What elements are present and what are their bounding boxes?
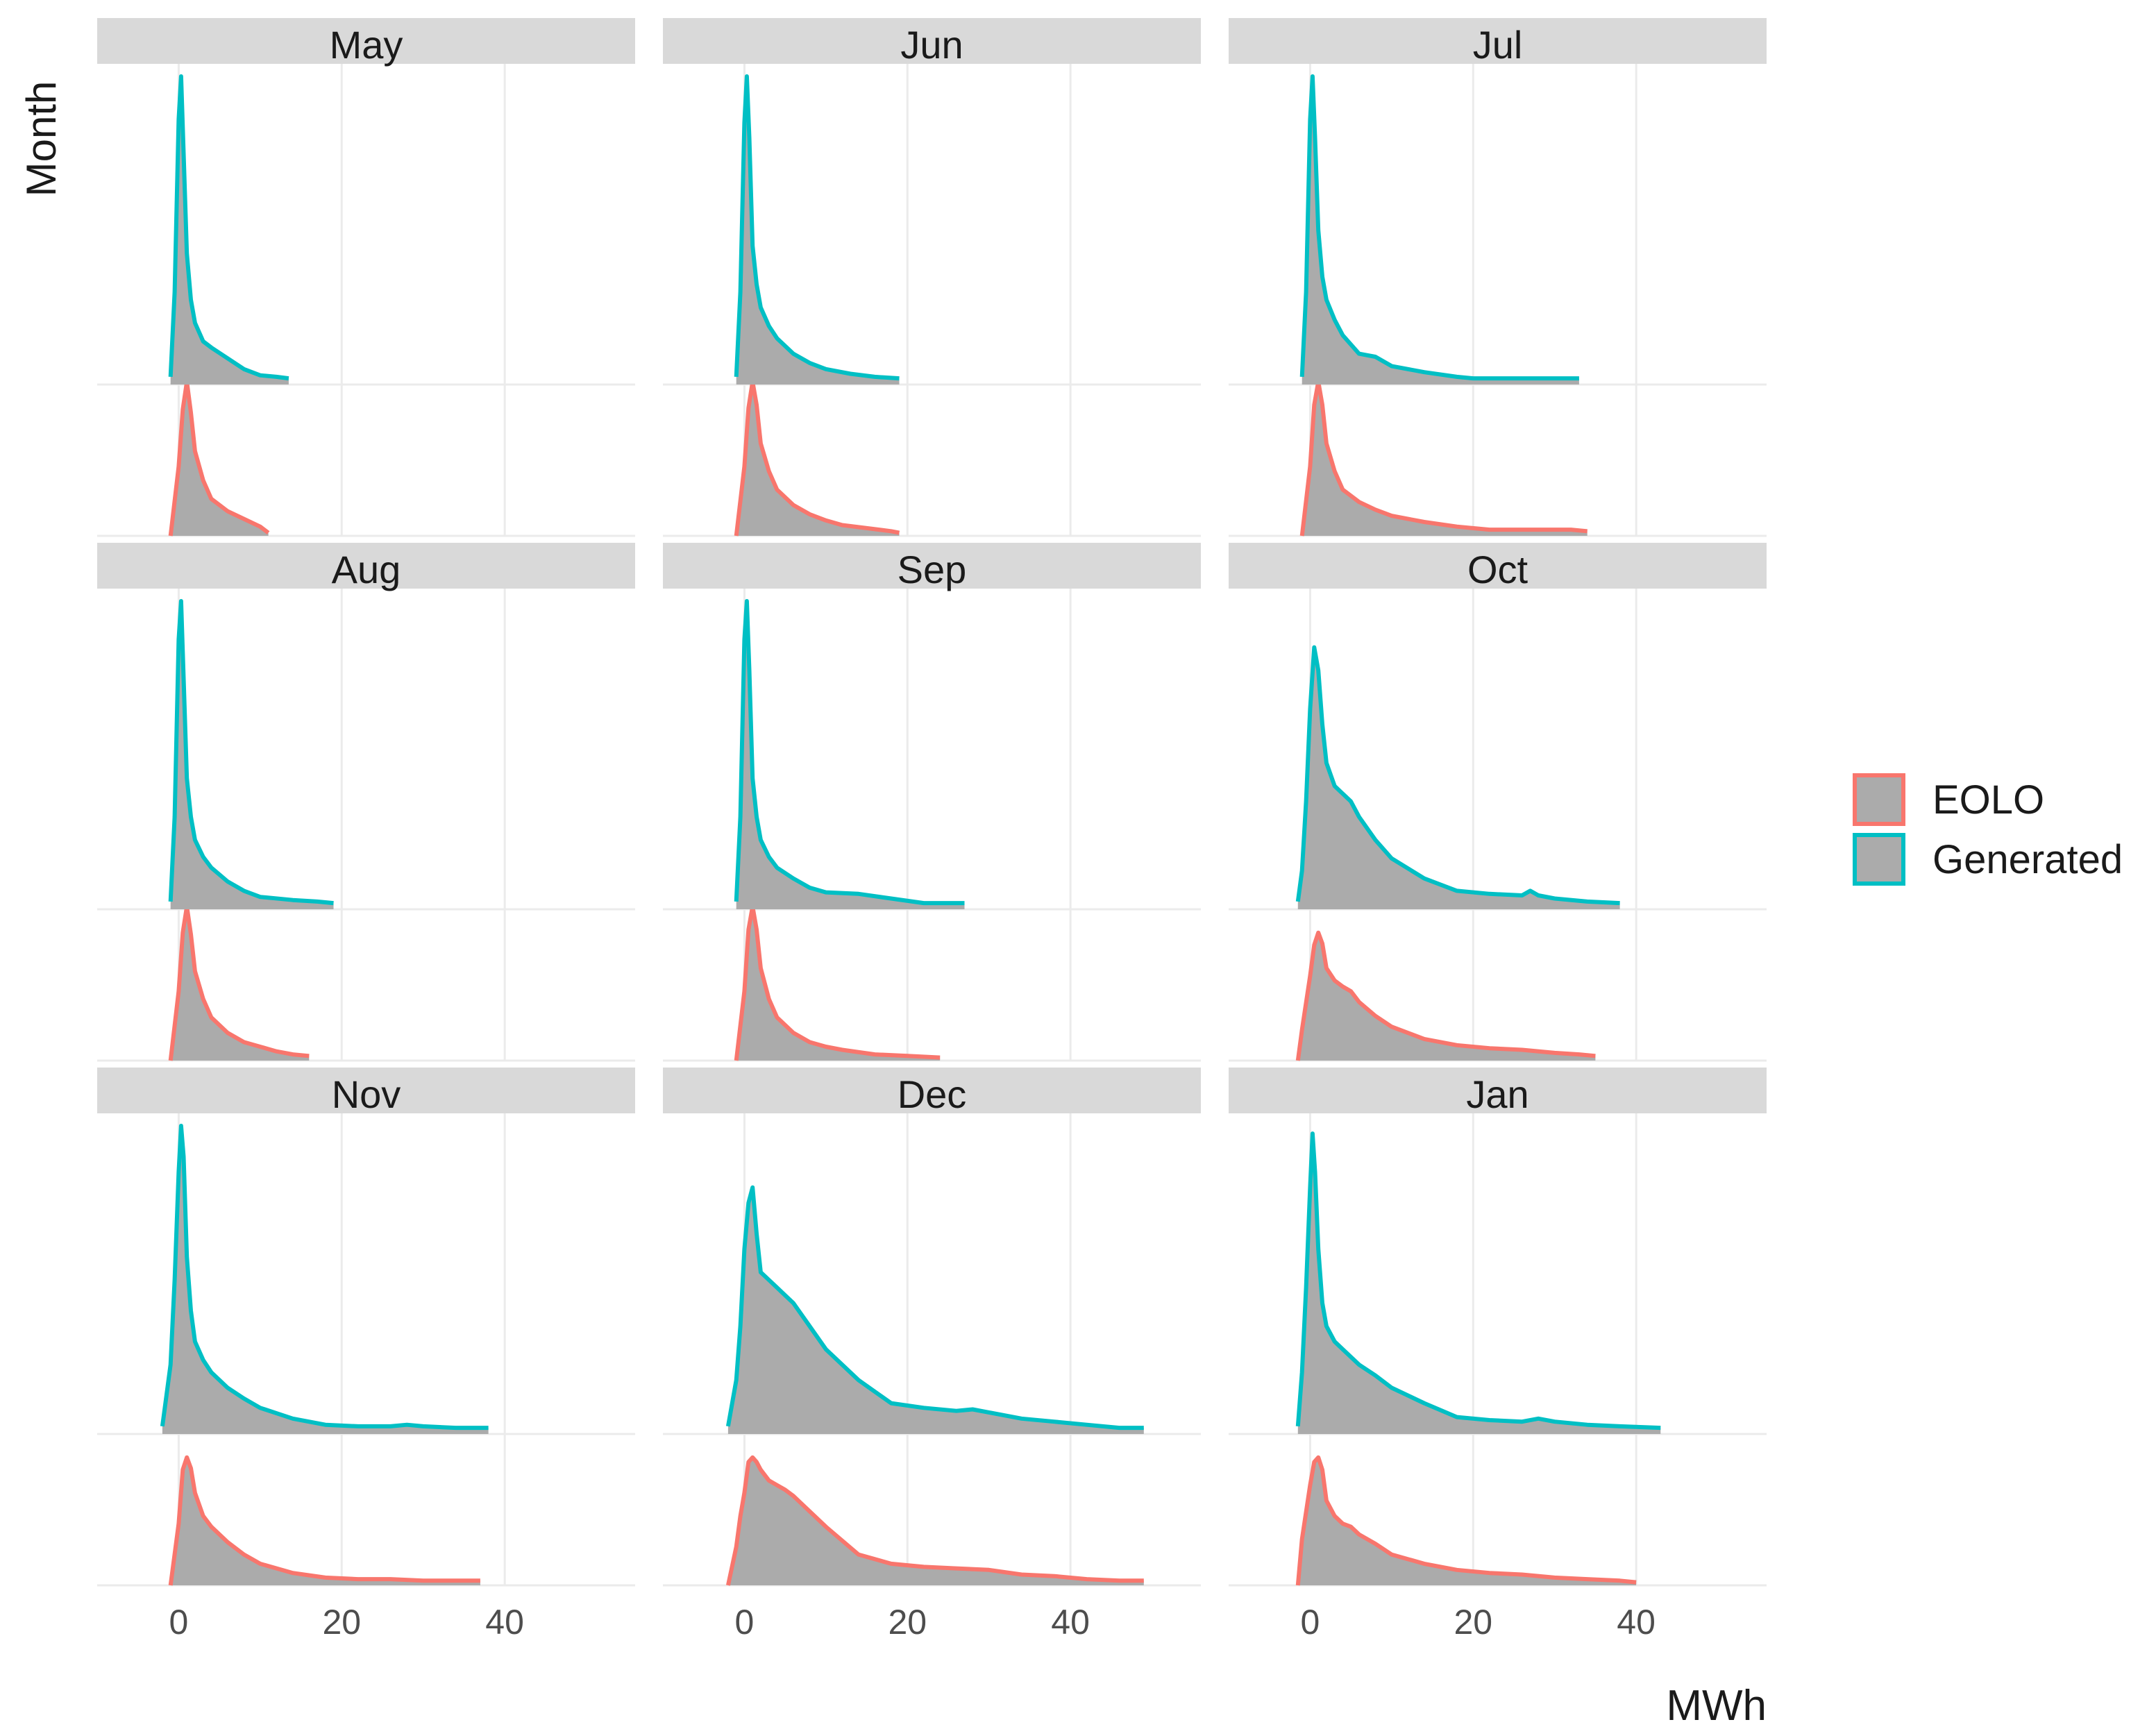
legend-label: Generated bbox=[1932, 837, 2123, 882]
facet-strip bbox=[97, 1068, 635, 1113]
density-line-generated bbox=[168, 599, 334, 906]
density-area-generated bbox=[170, 76, 289, 385]
facet-strip-label: Aug bbox=[332, 548, 401, 591]
legend-item-eolo: EOLO bbox=[1853, 773, 2044, 826]
facet-jan: Jan 0 20 40 bbox=[1229, 1068, 1767, 1642]
facet-panels: May Jun Jul Aug Sep Oct Nov 0 20 40 Dec 0 20 40 Jan 0 20… bbox=[97, 18, 1767, 1642]
density-area-eolo bbox=[170, 382, 269, 536]
facet-may: May bbox=[97, 18, 635, 537]
density-line-eolo bbox=[734, 380, 900, 537]
facet-dec: Dec 0 20 40 bbox=[663, 1068, 1201, 1642]
facet-strip-label: Nov bbox=[332, 1072, 401, 1116]
density-line-eolo bbox=[168, 904, 310, 1061]
density-line-eolo bbox=[168, 380, 270, 537]
density-line-generated bbox=[1295, 1131, 1661, 1431]
x-tick-label: 40 bbox=[485, 1603, 524, 1642]
facet-strip bbox=[663, 1068, 1201, 1113]
legend-key bbox=[1853, 773, 1905, 826]
density-area-eolo bbox=[170, 906, 310, 1061]
density-area-generated bbox=[736, 601, 965, 909]
legend: EOLO Generated bbox=[1853, 773, 2123, 886]
density-line-eolo bbox=[725, 1455, 1144, 1586]
x-tick-label: 40 bbox=[1617, 1603, 1656, 1642]
x-tick-label: 0 bbox=[169, 1603, 189, 1642]
facet-jun: Jun bbox=[663, 18, 1201, 537]
density-area-eolo bbox=[736, 906, 941, 1061]
density-area-generated bbox=[736, 76, 900, 385]
x-axis-label: MWh bbox=[1666, 1682, 1767, 1729]
facet-jul: Jul bbox=[1229, 18, 1767, 537]
density-line-generated bbox=[734, 599, 965, 906]
density-line-eolo bbox=[1295, 930, 1596, 1061]
x-tick-label: 20 bbox=[1454, 1603, 1492, 1642]
x-tick-label: 20 bbox=[322, 1603, 361, 1642]
facet-aug: Aug bbox=[97, 543, 635, 1062]
x-tick-label: 0 bbox=[1301, 1603, 1320, 1642]
y-axis-label: Month bbox=[18, 81, 65, 197]
facet-strip-label: May bbox=[330, 23, 403, 67]
facet-strip bbox=[1229, 18, 1767, 64]
x-tick-label: 40 bbox=[1051, 1603, 1090, 1642]
facet-sep: Sep bbox=[663, 543, 1201, 1062]
density-area-eolo bbox=[727, 1457, 1144, 1585]
density-line-generated bbox=[1299, 74, 1579, 381]
density-line-eolo bbox=[1299, 380, 1587, 537]
density-area-eolo bbox=[1297, 932, 1596, 1061]
density-line-eolo bbox=[734, 904, 941, 1061]
facet-strip-label: Oct bbox=[1467, 548, 1528, 591]
facet-strip bbox=[97, 18, 635, 64]
legend-key bbox=[1853, 833, 1905, 886]
density-area-eolo bbox=[1302, 382, 1587, 536]
facet-strip bbox=[97, 543, 635, 589]
x-tick-label: 20 bbox=[888, 1603, 927, 1642]
density-line-eolo bbox=[168, 1455, 480, 1586]
density-area-eolo bbox=[736, 382, 900, 536]
facet-oct: Oct bbox=[1229, 543, 1767, 1062]
facet-strip bbox=[1229, 1068, 1767, 1113]
facet-strip-label: Dec bbox=[898, 1072, 967, 1116]
facet-strip-label: Jul bbox=[1473, 23, 1523, 67]
density-line-eolo bbox=[1295, 1455, 1637, 1586]
facet-strip bbox=[1229, 543, 1767, 589]
x-tick-label: 0 bbox=[735, 1603, 755, 1642]
density-line-generated bbox=[734, 74, 900, 381]
facet-strip bbox=[663, 543, 1201, 589]
facet-nov: Nov 0 20 40 bbox=[97, 1068, 635, 1642]
facet-strip-label: Sep bbox=[898, 548, 967, 591]
density-area-generated bbox=[162, 1126, 489, 1434]
density-line-generated bbox=[168, 74, 289, 381]
facet-strip-label: Jun bbox=[900, 23, 963, 67]
density-line-generated bbox=[160, 1124, 489, 1431]
density-area-generated bbox=[1297, 1133, 1661, 1434]
legend-item-generated: Generated bbox=[1853, 833, 2123, 886]
density-area-generated bbox=[170, 601, 334, 909]
facet-strip-label: Jan bbox=[1466, 1072, 1528, 1116]
density-area-generated bbox=[727, 1187, 1144, 1434]
density-area-generated bbox=[1302, 76, 1579, 385]
density-line-generated bbox=[725, 1185, 1144, 1431]
legend-label: EOLO bbox=[1932, 777, 2044, 823]
facet-strip bbox=[663, 18, 1201, 64]
density-area-eolo bbox=[170, 1457, 480, 1585]
density-line-generated bbox=[1295, 645, 1620, 906]
density-area-eolo bbox=[1297, 1457, 1637, 1585]
